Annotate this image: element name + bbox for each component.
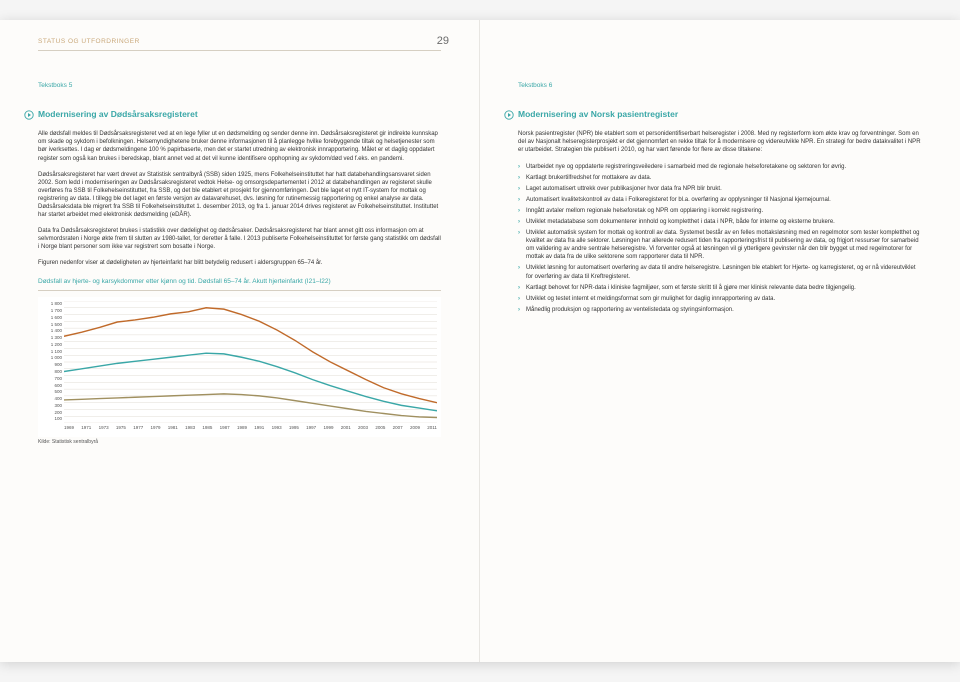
bullet-item: Automatisert kvalitetskontroll av data i… (518, 196, 922, 204)
bullet-item: Utviklet metadatabase som dokumenterer i… (518, 218, 922, 226)
y-tick-label: 200 (40, 410, 62, 416)
bullet-item: Kartlagt brukertilfredshet for mottakere… (518, 174, 922, 182)
section-name: STATUS OG UTFORDRINGER (38, 38, 140, 47)
y-tick-label: 1 500 (40, 322, 62, 328)
bullet-list: Utarbeidet nye og oppdaterte registrerin… (518, 163, 922, 314)
x-tick-label: 1975 (116, 425, 126, 431)
y-tick-label: 400 (40, 396, 62, 402)
x-tick-label: 1997 (306, 425, 316, 431)
bullet-item: Månedlig produksjon og rapportering av v… (518, 306, 922, 314)
box-title: Modernisering av Norsk pasientregister (518, 109, 678, 120)
x-tick-label: 1973 (99, 425, 109, 431)
paragraph: Alle dødsfall meldes til Dødsårsaksregis… (38, 130, 441, 162)
paragraph: Data fra Dødsårsaksregisteret brukes i s… (38, 227, 441, 251)
page-number: 29 (437, 34, 449, 49)
x-tick-label: 2009 (410, 425, 420, 431)
x-tick-label: 1981 (168, 425, 178, 431)
y-tick-label: 600 (40, 383, 62, 389)
x-tick-label: 1995 (289, 425, 299, 431)
textbox-label: Tekstboks 5 (38, 82, 441, 91)
y-tick-label: 800 (40, 369, 62, 375)
running-header: STATUS OG UTFORDRINGER (38, 38, 441, 47)
chart-y-axis-labels: 1002003004005006007008009001 0001 1001 2… (40, 301, 62, 423)
bullet-item: Utviklet automatisk system for mottak og… (518, 229, 922, 261)
x-tick-label: 1983 (185, 425, 195, 431)
page-spread: STATUS OG UTFORDRINGER 29 Tekstboks 5 Mo… (0, 20, 960, 662)
chart-source: Kilde: Statistisk sentralbyrå (38, 439, 441, 446)
y-tick-label: 300 (40, 403, 62, 409)
x-tick-label: 1969 (64, 425, 74, 431)
right-page: Tekstboks 6 Modernisering av Norsk pasie… (480, 20, 960, 662)
left-page: STATUS OG UTFORDRINGER 29 Tekstboks 5 Mo… (0, 20, 480, 662)
x-tick-label: 2001 (341, 425, 351, 431)
x-tick-label: 1979 (150, 425, 160, 431)
y-tick-label: 500 (40, 389, 62, 395)
x-tick-label: 1993 (272, 425, 282, 431)
x-tick-label: 2007 (393, 425, 403, 431)
y-tick-label: 1 700 (40, 308, 62, 314)
y-tick-label: 1 000 (40, 355, 62, 361)
y-tick-label: 900 (40, 362, 62, 368)
x-tick-label: 1987 (220, 425, 230, 431)
x-tick-label: 1971 (81, 425, 91, 431)
x-tick-label: 1991 (254, 425, 264, 431)
chart-svg (64, 301, 437, 423)
bullet-item: Utviklet løsning for automatisert overfø… (518, 264, 922, 280)
y-tick-label: 1 100 (40, 349, 62, 355)
x-tick-label: 1985 (202, 425, 212, 431)
line-chart: 1002003004005006007008009001 0001 1001 2… (38, 297, 441, 437)
y-tick-label: 1 800 (40, 301, 62, 307)
chart-x-axis-labels: 1969 1971 1973 1975 1977 1979 1981 1983 1985 1987… (64, 425, 437, 431)
box-title: Modernisering av Dødsårsaksregisteret (38, 109, 198, 120)
play-icon (504, 110, 514, 123)
y-tick-label: 1 600 (40, 315, 62, 321)
y-tick-label: 700 (40, 376, 62, 382)
x-tick-label: 1977 (133, 425, 143, 431)
y-tick-label: 1 200 (40, 342, 62, 348)
paragraph: Norsk pasientregister (NPR) ble etablert… (518, 130, 922, 154)
y-tick-label: 1 400 (40, 328, 62, 334)
chart-caption: Dødsfall av hjerte- og karsykdommer ette… (38, 278, 441, 292)
x-tick-label: 2005 (375, 425, 385, 431)
textbox-label: Tekstboks 6 (518, 82, 922, 91)
y-tick-label: 100 (40, 416, 62, 422)
y-tick-label: 1 300 (40, 335, 62, 341)
chart-series-line (64, 394, 437, 418)
x-tick-label: 1999 (323, 425, 333, 431)
header-rule (38, 50, 441, 51)
bullet-item: Kartlagt behovet for NPR-data i kliniske… (518, 284, 922, 292)
x-tick-label: 2011 (427, 425, 437, 431)
paragraph: Figuren nedenfor viser at dødeligheten a… (38, 259, 441, 267)
x-tick-label: 1989 (237, 425, 247, 431)
play-icon (24, 110, 34, 123)
bullet-item: Utviklet og testet internt et meldingsfo… (518, 295, 922, 303)
bullet-item: Utarbeidet nye og oppdaterte registrerin… (518, 163, 922, 171)
bullet-item: Inngått avtaler mellom regionale helsefo… (518, 207, 922, 215)
bullet-item: Laget automatisert uttrekk over publikas… (518, 185, 922, 193)
paragraph: Dødsårsaksregisteret har vært drevet av … (38, 171, 441, 220)
x-tick-label: 2003 (358, 425, 368, 431)
